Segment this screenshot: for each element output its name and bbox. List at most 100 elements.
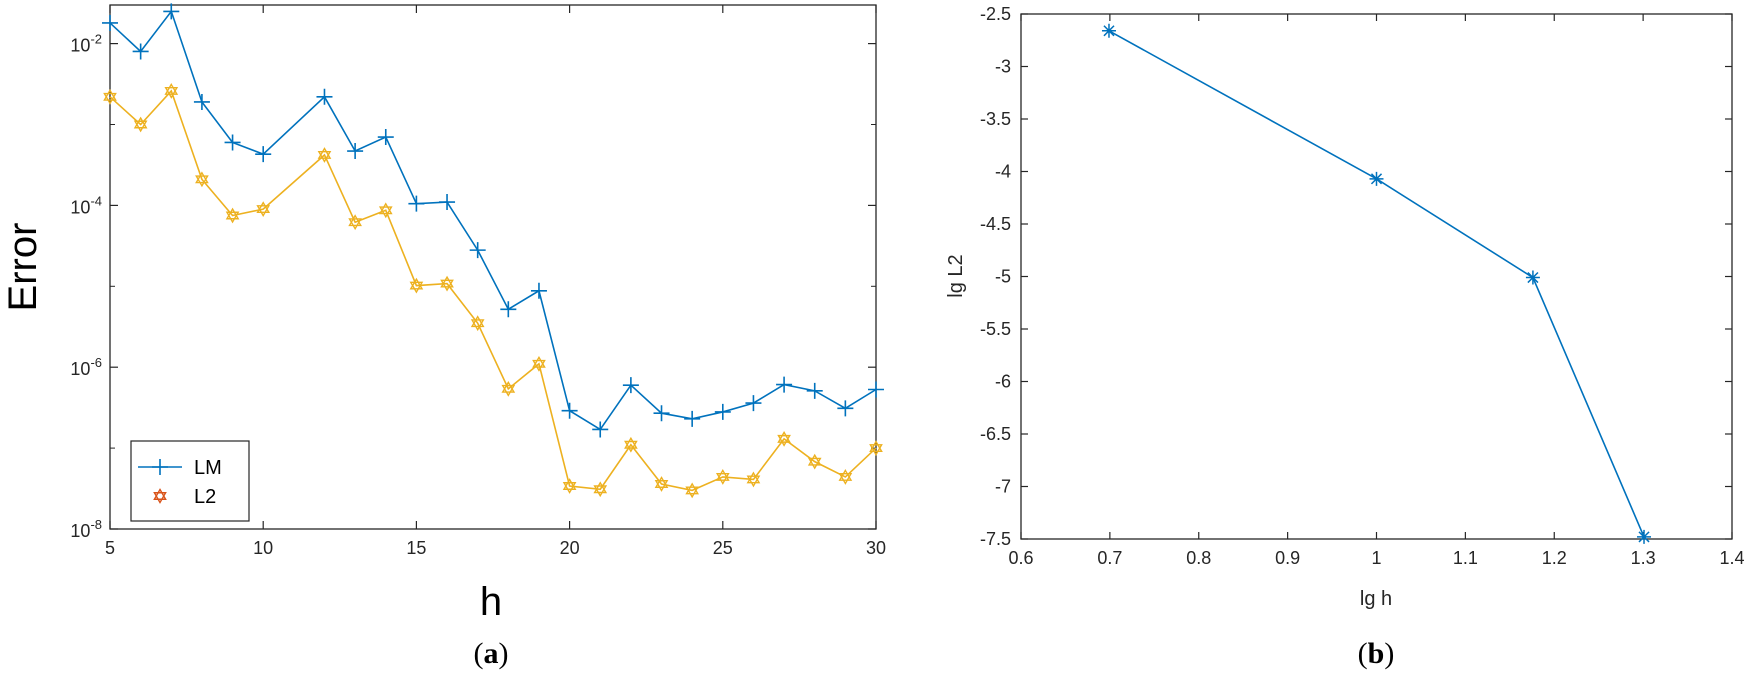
- chart-a-xtick-label: 5: [105, 538, 115, 558]
- chart-a-point-l2: [103, 88, 117, 105]
- chart-a-ylabel: Error: [1, 223, 45, 312]
- chart-a-x-axis: 5 10 15 20 25 30: [105, 5, 886, 558]
- chart-b-ytick-label: -7: [995, 477, 1011, 497]
- chart-a-legend-label-lm: LM: [194, 457, 222, 479]
- chart-b-y-axis: -2.5 -3 -3.5 -4 -4.5 -5 -5.5 -6 -6.5 -7 -7.5: [980, 4, 1732, 549]
- chart-a-point-l2: [195, 171, 209, 188]
- chart-b-xtick-label: 0.8: [1186, 548, 1211, 568]
- chart-a-point-lm: [776, 376, 793, 393]
- chart-a-point-lm: [193, 93, 210, 110]
- chart-b-point: [1101, 23, 1116, 38]
- chart-a-point-l2: [838, 469, 853, 485]
- chart-a-legend-label-l2: L2: [194, 486, 216, 508]
- chart-b-xtick-label: 1.4: [1719, 548, 1744, 568]
- chart-a-point-l2: [593, 481, 608, 498]
- chart-a-point-lm: [500, 301, 517, 318]
- chart-b-panel-letter: b: [1368, 637, 1385, 670]
- chart-a-point-l2: [715, 469, 730, 485]
- chart-a-point-l2: [470, 315, 485, 332]
- chart-a-point-lm: [377, 129, 394, 146]
- chart-a-point-lm: [837, 400, 854, 417]
- chart-b-xtick-label: 1.1: [1453, 548, 1478, 568]
- chart-a-point-l2: [317, 147, 332, 163]
- chart-a-point-lm: [102, 14, 118, 31]
- chart-b-xtick-label: 0.7: [1097, 548, 1122, 568]
- chart-b-ytick-label: -6: [995, 372, 1011, 392]
- chart-a-ytick-label: 10-6: [70, 355, 102, 379]
- chart-b-xtick-label: 1.3: [1631, 548, 1656, 568]
- chart-a: 10-210-410-610-8 5 10 15 20 25 30 Error h LML…: [1, 3, 886, 670]
- chart-a-point-lm: [255, 146, 272, 163]
- chart-b-ytick-label: -3.5: [980, 109, 1011, 129]
- chart-a-panel-label: (a): [474, 637, 509, 670]
- chart-b-series-lines: [1108, 30, 1645, 538]
- chart-a-point-lm: [592, 421, 609, 438]
- chart-b-point: [1637, 529, 1652, 544]
- chart-a-ytick-label: 10-8: [70, 517, 102, 541]
- chart-b-ytick-label: -5.5: [980, 319, 1011, 339]
- chart-a-point-lm: [224, 134, 241, 151]
- chart-a-point-lm: [868, 381, 884, 398]
- chart-a-point-l2: [133, 116, 148, 133]
- chart-a-series-lines: [109, 9, 877, 492]
- chart-a-ytick-label: 10-2: [70, 32, 102, 56]
- chart-a-legend-box: [130, 440, 250, 522]
- chart-a-point-lm: [530, 282, 547, 299]
- chart-b-ytick-label: -4.5: [980, 214, 1011, 234]
- chart-b-xtick-label: 0.9: [1275, 548, 1300, 568]
- chart-a-point-l2: [685, 482, 700, 499]
- chart-b-ytick-label: -2.5: [980, 4, 1011, 24]
- chart-b: -2.5-3-3.5-4-4.5-5-5.5-6-6.5-7-7.5 0.6 0.…: [945, 4, 1745, 670]
- chart-a-point-l2: [256, 201, 271, 217]
- chart-b-series-line: [1108, 30, 1645, 538]
- chart-a-point-l2: [348, 214, 362, 231]
- chart-a-legend-marker-l2: [153, 488, 167, 504]
- chart-a-point-lm: [561, 402, 578, 419]
- chart-a-xlabel: h: [480, 580, 502, 624]
- chart-a-point-lm: [469, 242, 486, 259]
- chart-a-point-l2: [440, 275, 454, 292]
- chart-a-legend-marker-lm: [152, 459, 168, 475]
- chart-b-ytick-label: -4: [995, 162, 1011, 182]
- chart-a-point-l2: [532, 355, 546, 372]
- chart-a-xtick-label: 15: [406, 538, 426, 558]
- chart-b-x-axis: 0.6 0.7 0.8 0.9 1 1.1 1.2 1.3 1.4: [1008, 14, 1745, 568]
- chart-a-point-l2: [501, 380, 516, 397]
- chart-a-plot-area: [109, 4, 877, 530]
- chart-b-markers: [1101, 23, 1652, 544]
- chart-b-xtick-label: 1.2: [1542, 548, 1567, 568]
- chart-a-point-lm: [316, 88, 333, 105]
- chart-b-xlabel: lg h: [1360, 588, 1392, 610]
- chart-a-point-l2: [562, 478, 577, 494]
- chart-b-ytick-label: -5: [995, 267, 1011, 287]
- chart-a-point-l2: [654, 476, 669, 492]
- chart-a-point-lm: [714, 403, 731, 420]
- chart-b-ytick-label: -3: [995, 57, 1011, 77]
- chart-b-panel-label: (b): [1358, 637, 1395, 670]
- chart-a-point-lm: [745, 395, 762, 412]
- chart-a-point-lm: [408, 195, 425, 212]
- chart-a-point-lm: [347, 143, 364, 160]
- chart-a-point-l2: [409, 277, 424, 294]
- chart-a-legend: LM L2: [130, 440, 250, 522]
- chart-a-point-lm: [653, 405, 670, 422]
- chart-b-ylabel: lg L2: [945, 254, 967, 297]
- chart-b-point: [1369, 171, 1384, 186]
- chart-a-xtick-label: 25: [713, 538, 733, 558]
- chart-a-point-l2: [869, 440, 883, 456]
- chart-a-point-lm: [622, 377, 639, 394]
- chart-a-xtick-label: 10: [253, 538, 273, 558]
- chart-a-point-lm: [806, 382, 823, 399]
- chart-b-plot-area: [1020, 13, 1733, 540]
- chart-a-point-lm: [163, 3, 180, 20]
- chart-a-point-l2: [746, 471, 761, 488]
- chart-a-markers: [102, 3, 884, 499]
- chart-a-xtick-label: 20: [560, 538, 580, 558]
- chart-a-point-l2: [225, 207, 240, 224]
- chart-a-legend-entries: LM L2: [138, 457, 222, 508]
- chart-a-point-l2: [378, 202, 393, 219]
- chart-a-point-l2: [624, 436, 638, 453]
- chart-a-xtick-label: 30: [866, 538, 886, 558]
- chart-a-point-lm: [684, 410, 701, 427]
